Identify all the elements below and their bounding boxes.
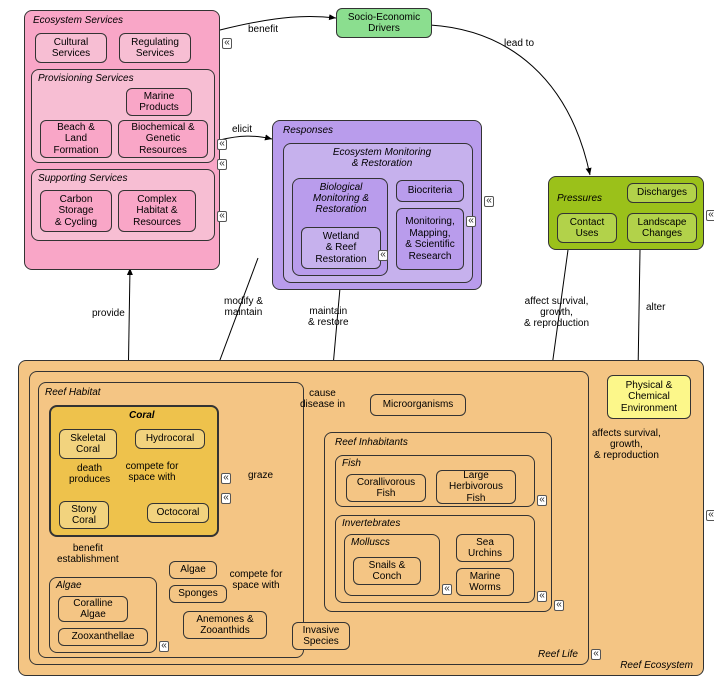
reef-habitat-title: Reef Habitat bbox=[45, 387, 101, 398]
reef-life-title: Reef Life bbox=[538, 649, 578, 660]
bio-monitor-group: BiologicalMonitoring &Restoration Wetlan… bbox=[292, 178, 388, 276]
eco-monitor-group: Ecosystem Monitoring& Restoration Biolog… bbox=[283, 143, 473, 283]
supporting-services-group: Supporting Services CarbonStorage& Cycli… bbox=[31, 169, 215, 241]
wetland-restoration-box[interactable]: Wetland& ReefRestoration bbox=[301, 227, 381, 269]
bio-monitor-title: BiologicalMonitoring &Restoration bbox=[299, 182, 383, 215]
modify-label: modify &maintain bbox=[224, 296, 263, 318]
sponges-box[interactable]: Sponges bbox=[169, 585, 227, 603]
affect2-label: affects survival,growth,& reproduction bbox=[592, 428, 661, 461]
leadto-label: lead to bbox=[504, 38, 534, 49]
chevron-icon[interactable]: « bbox=[222, 38, 232, 49]
chevron-icon[interactable]: « bbox=[706, 510, 714, 521]
provisioning-title: Provisioning Services bbox=[38, 73, 134, 84]
pressures-title: Pressures bbox=[557, 193, 602, 204]
mapping-box[interactable]: Monitoring,Mapping,& ScientificResearch bbox=[396, 208, 464, 270]
hydrocoral-box[interactable]: Hydrocoral bbox=[135, 429, 205, 449]
alter-label: alter bbox=[646, 302, 665, 313]
coralline-box[interactable]: CorallineAlgae bbox=[58, 596, 128, 622]
chevron-icon[interactable]: « bbox=[484, 196, 494, 207]
responses-title: Responses bbox=[283, 125, 333, 136]
compete1-label: compete forspace with bbox=[115, 461, 189, 483]
cause-label: causedisease in bbox=[300, 388, 345, 410]
regulating-services-box[interactable]: RegulatingServices bbox=[119, 33, 191, 63]
stony-coral-box[interactable]: StonyCoral bbox=[59, 501, 109, 529]
provide-label: provide bbox=[92, 308, 125, 319]
urchins-box[interactable]: SeaUrchins bbox=[456, 534, 514, 562]
reef-inhab-title: Reef Inhabitants bbox=[335, 437, 408, 448]
carbon-box[interactable]: CarbonStorage& Cycling bbox=[40, 190, 112, 232]
chevron-icon[interactable]: « bbox=[466, 216, 476, 227]
octocoral-box[interactable]: Octocoral bbox=[147, 503, 209, 523]
fish-title: Fish bbox=[342, 458, 361, 469]
chevron-icon[interactable]: « bbox=[217, 211, 227, 222]
chevron-icon[interactable]: « bbox=[221, 493, 231, 504]
affect1-label: affect survival,growth,& reproduction bbox=[524, 296, 589, 329]
discharges-box[interactable]: Discharges bbox=[627, 183, 697, 203]
corallivorous-box[interactable]: CorallivorousFish bbox=[346, 474, 426, 502]
chevron-icon[interactable]: « bbox=[591, 649, 601, 660]
chevron-icon[interactable]: « bbox=[554, 600, 564, 611]
maintain-label: maintain& restore bbox=[308, 306, 349, 328]
fish-group: Fish CorallivorousFish LargeHerbivorousF… bbox=[335, 455, 535, 507]
microorganisms-box[interactable]: Microorganisms bbox=[370, 394, 466, 416]
biochem-box[interactable]: Biochemical &GeneticResources bbox=[118, 120, 208, 158]
zoox-box[interactable]: Zooxanthellae bbox=[58, 628, 148, 646]
chevron-icon[interactable]: « bbox=[378, 250, 388, 261]
chevron-icon[interactable]: « bbox=[442, 584, 452, 595]
coral-title: Coral bbox=[129, 410, 155, 421]
socio-economic-box[interactable]: Socio-EconomicDrivers bbox=[336, 8, 432, 38]
graze-label: graze bbox=[248, 470, 273, 481]
reef-eco-title: Reef Ecosystem bbox=[620, 660, 693, 671]
reef-habitat-group: Reef Habitat Coral SkeletalCoral Hydroco… bbox=[38, 382, 304, 658]
inverts-group: Invertebrates Molluscs Snails &Conch Sea… bbox=[335, 515, 535, 603]
ecosystem-services-group: Ecosystem Services CulturalServices Regu… bbox=[24, 10, 220, 270]
chevron-icon[interactable]: « bbox=[537, 591, 547, 602]
molluscs-group: Molluscs Snails &Conch bbox=[344, 534, 440, 596]
reef-inhabitants-group: Reef Inhabitants Fish CorallivorousFish … bbox=[324, 432, 552, 612]
chevron-icon[interactable]: « bbox=[537, 495, 547, 506]
ecosystem-services-title: Ecosystem Services bbox=[33, 15, 123, 26]
benefit-label: benefit bbox=[248, 24, 278, 35]
anemones-box[interactable]: Anemones &Zooanthids bbox=[183, 611, 267, 639]
chevron-icon[interactable]: « bbox=[706, 210, 714, 221]
phys-chem-box[interactable]: Physical &ChemicalEnvironment bbox=[607, 375, 691, 419]
chevron-icon[interactable]: « bbox=[217, 139, 227, 150]
provisioning-services-group: Provisioning Services MarineProducts Bea… bbox=[31, 69, 215, 163]
benest-label: benefitestablishment bbox=[57, 543, 119, 565]
worms-box[interactable]: MarineWorms bbox=[456, 568, 514, 596]
responses-group: Responses Ecosystem Monitoring& Restorat… bbox=[272, 120, 482, 290]
habitat-box[interactable]: ComplexHabitat &Resources bbox=[118, 190, 196, 232]
cultural-services-box[interactable]: CulturalServices bbox=[35, 33, 107, 63]
marine-products-box[interactable]: MarineProducts bbox=[126, 88, 192, 116]
skeletal-coral-box[interactable]: SkeletalCoral bbox=[59, 429, 117, 459]
beach-land-box[interactable]: Beach &LandFormation bbox=[40, 120, 112, 158]
death-label: deathproduces bbox=[69, 463, 110, 485]
eco-monitor-title: Ecosystem Monitoring& Restoration bbox=[312, 147, 452, 169]
landscape-changes-box[interactable]: LandscapeChanges bbox=[627, 213, 697, 243]
inverts-title: Invertebrates bbox=[342, 518, 400, 529]
algae-box[interactable]: Algae bbox=[169, 561, 217, 579]
reef-life-group: Reef Life Microorganisms Reef Habitat Co… bbox=[29, 371, 589, 665]
elicit-label: elicit bbox=[232, 124, 252, 135]
supporting-title: Supporting Services bbox=[38, 173, 128, 184]
reef-ecosystem-group: Reef Ecosystem Physical &ChemicalEnviron… bbox=[18, 360, 704, 676]
invasive-box[interactable]: InvasiveSpecies bbox=[292, 622, 350, 650]
biocriteria-box[interactable]: Biocriteria bbox=[396, 180, 464, 202]
algae-group: Algae CorallineAlgae Zooxanthellae bbox=[49, 577, 157, 653]
molluscs-title: Molluscs bbox=[351, 537, 390, 548]
chevron-icon[interactable]: « bbox=[221, 473, 231, 484]
chevron-icon[interactable]: « bbox=[159, 641, 169, 652]
chevron-icon[interactable]: « bbox=[217, 159, 227, 170]
snails-box[interactable]: Snails &Conch bbox=[353, 557, 421, 585]
algae-grp-title: Algae bbox=[56, 580, 82, 591]
herbivorous-box[interactable]: LargeHerbivorousFish bbox=[436, 470, 516, 504]
pressures-group: Pressures Discharges ContactUses Landsca… bbox=[548, 176, 704, 250]
contact-uses-box[interactable]: ContactUses bbox=[557, 213, 617, 243]
compete2-label: compete forspace with bbox=[221, 569, 291, 591]
